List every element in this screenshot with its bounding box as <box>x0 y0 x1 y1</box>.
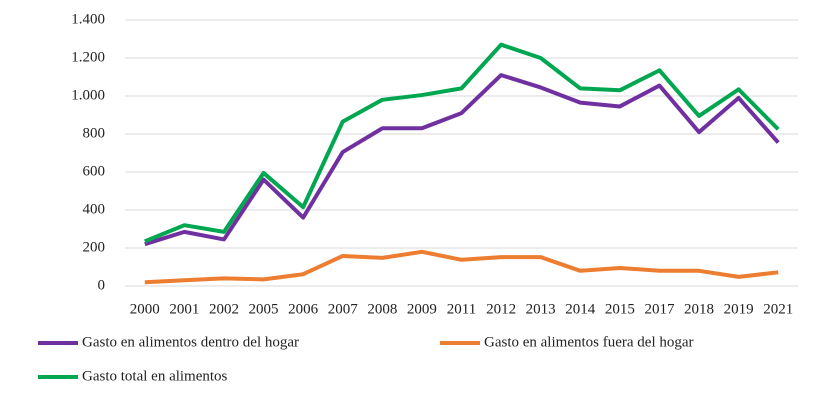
x-tick-label: 2017 <box>644 301 675 317</box>
y-tick-label: 200 <box>83 239 106 255</box>
x-tick-label: 2002 <box>209 301 239 317</box>
x-tick-label: 2012 <box>486 301 516 317</box>
x-tick-label: 2005 <box>249 301 279 317</box>
series-line <box>144 249 779 285</box>
x-tick-label: 2007 <box>328 301 359 317</box>
x-tick-label: 2018 <box>684 301 714 317</box>
x-tick-label: 2001 <box>169 301 199 317</box>
x-tick-label: 2021 <box>763 301 793 317</box>
legend-label: Gasto en alimentos dentro del hogar <box>82 334 299 350</box>
y-tick-label: 400 <box>83 201 106 217</box>
legend-label: Gasto en alimentos fuera del hogar <box>484 334 694 350</box>
x-tick-label: 2006 <box>288 301 319 317</box>
y-tick-label: 1.200 <box>71 49 105 65</box>
y-tick-label: 600 <box>83 163 106 179</box>
y-tick-label: 1.000 <box>71 87 105 103</box>
y-tick-label: 800 <box>83 125 106 141</box>
x-tick-label: 2013 <box>526 301 556 317</box>
x-tick-label: 2009 <box>407 301 437 317</box>
series-line <box>144 73 780 247</box>
x-tick-label: 2015 <box>605 301 635 317</box>
legend-label: Gasto total en alimentos <box>82 368 228 384</box>
x-tick-label: 2011 <box>447 301 476 317</box>
y-tick-label: 0 <box>98 277 106 293</box>
x-tick-label: 2019 <box>724 301 754 317</box>
x-tick-label: 2008 <box>367 301 397 317</box>
x-tick-label: 2000 <box>130 301 160 317</box>
x-tick-label: 2014 <box>565 301 596 317</box>
y-tick-label: 1.400 <box>71 11 105 27</box>
series-line <box>144 42 780 244</box>
